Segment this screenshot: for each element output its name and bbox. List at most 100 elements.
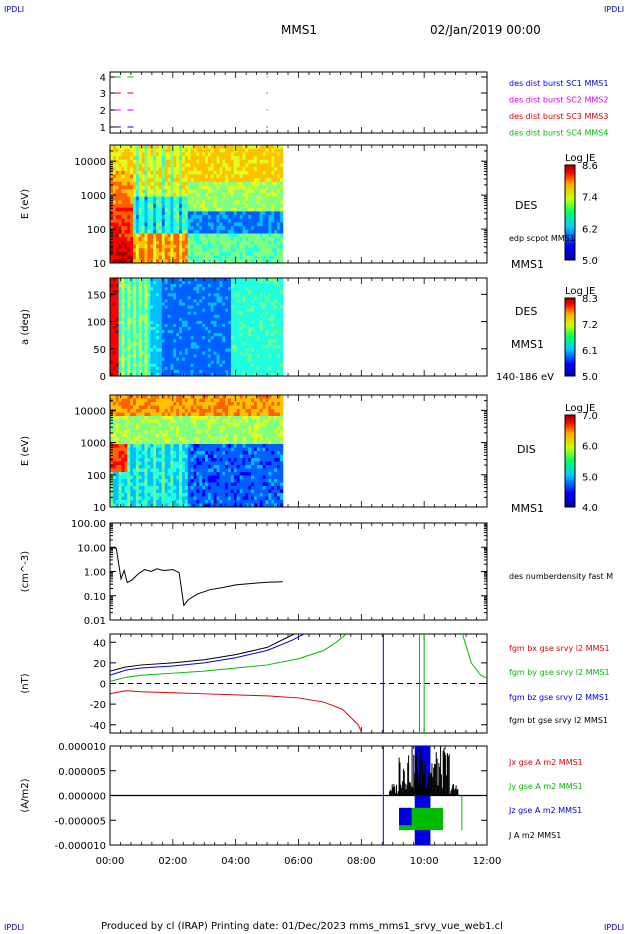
dis-energy-panel-pixel xyxy=(161,447,166,452)
des-energy-panel-pixel xyxy=(216,207,220,212)
des-energy-panel-pixel xyxy=(133,215,137,220)
dis-energy-panel-pixel xyxy=(179,500,183,504)
des-pitch-panel-pixel xyxy=(253,333,258,337)
des-energy-panel-pixel xyxy=(265,156,269,161)
des-pitch-panel-pixel xyxy=(115,302,120,307)
des-pitch-panel-pixel xyxy=(228,339,232,343)
des-pitch-panel-pixel xyxy=(187,330,192,334)
dis-energy-panel-pixel xyxy=(150,433,154,438)
dis-energy-panel-pixel xyxy=(156,454,160,459)
dis-energy-panel-pixel xyxy=(141,405,146,410)
des-pitch-panel-pixel xyxy=(193,293,197,297)
des-energy-panel-pixel xyxy=(161,189,166,194)
des-energy-panel-pixel xyxy=(279,178,284,183)
dis-energy-panel-pixel xyxy=(176,465,180,469)
des-energy-panel-pixel xyxy=(196,178,200,183)
des-energy-panel-pixel xyxy=(190,255,195,260)
des-energy-panel-pixel xyxy=(130,211,134,216)
des-pitch-panel-pixel xyxy=(228,281,232,285)
des-energy-panel-pixel xyxy=(190,170,195,175)
des-pitch-panel-pixel xyxy=(248,305,252,310)
des-energy-panel-pixel xyxy=(147,152,151,157)
des-energy-panel-pixel xyxy=(156,240,160,246)
des-energy-panel-pixel xyxy=(259,192,264,198)
dis-energy-panel-pixel xyxy=(161,444,166,448)
dis-energy-panel-pixel xyxy=(112,423,117,427)
des-pitch-panel-pixel xyxy=(277,339,281,343)
dis-energy-panel-pixel xyxy=(112,486,117,490)
des-energy-panel-pixel xyxy=(253,163,258,168)
des-energy-panel-pixel xyxy=(242,196,246,201)
des-pitch-panel-pixel xyxy=(274,348,278,352)
des-pitch-panel-pixel xyxy=(190,284,195,288)
des-pitch-panel-pixel xyxy=(135,302,140,307)
des-energy-panel-pixel xyxy=(170,163,174,168)
des-pitch-panel-pixel xyxy=(210,366,215,371)
des-energy-panel-pixel xyxy=(124,200,128,205)
des-pitch-panel-pixel xyxy=(164,327,169,331)
des-pitch-panel-pixel xyxy=(133,363,137,368)
des-energy-panel-pixel xyxy=(135,207,140,212)
des-pitch-panel-pixel xyxy=(219,336,223,340)
des-energy-panel-pixel xyxy=(199,189,203,194)
des-energy-panel-pixel xyxy=(202,240,206,246)
des-energy-panel-pixel xyxy=(253,145,258,150)
des-pitch-panel-pixel xyxy=(156,327,160,331)
des-energy-panel-pixel xyxy=(196,237,200,242)
des-pitch-panel-pixel xyxy=(268,351,272,356)
dis-energy-panel-pixel xyxy=(124,430,128,434)
des-pitch-panel-pixel xyxy=(121,330,125,334)
dis-energy-panel-pixel xyxy=(118,430,123,434)
des-energy-panel-pixel xyxy=(164,145,169,150)
dis-energy-panel-pixel xyxy=(115,468,120,473)
des-pitch-panel-pixel xyxy=(121,323,125,328)
dis-energy-panel-pixel xyxy=(158,465,163,469)
des-energy-panel-pixel xyxy=(187,244,192,249)
des-pitch-panel-pixel xyxy=(251,342,255,346)
dis-energy-panel-pixel xyxy=(176,451,180,455)
des-pitch-panel-pixel xyxy=(222,333,226,337)
des-pitch-panel-pixel xyxy=(210,339,215,343)
des-energy-panel-pixel xyxy=(256,200,261,205)
des-pitch-panel-pixel xyxy=(190,369,195,374)
des-energy-panel-pixel xyxy=(230,233,235,238)
des-energy-panel-pixel xyxy=(219,237,223,242)
des-energy-panel-pixel xyxy=(135,259,140,264)
des-pitch-panel-pixel xyxy=(274,360,278,365)
dis-energy-panel-pixel xyxy=(164,482,169,487)
des-pitch-panel-pixel xyxy=(196,345,200,349)
des-pitch-panel-colorbar-tick: 6.1 xyxy=(582,346,598,357)
des-energy-panel-pixel xyxy=(133,218,137,223)
des-pitch-panel-pixel xyxy=(190,366,195,371)
dis-energy-panel-pixel xyxy=(127,437,131,441)
des-energy-panel-pixel xyxy=(112,233,117,238)
des-energy-panel-pixel xyxy=(118,196,123,201)
des-pitch-panel-pixel xyxy=(115,308,120,313)
des-energy-panel-pixel xyxy=(256,196,261,201)
dis-energy-panel-pixel xyxy=(141,430,146,434)
des-pitch-panel-pixel xyxy=(205,372,209,377)
des-energy-panel-pixel xyxy=(205,237,209,242)
des-pitch-panel-pixel xyxy=(205,351,209,356)
des-pitch-panel-pixel xyxy=(236,308,241,313)
dis-energy-panel-pixel xyxy=(121,395,125,399)
des-energy-panel-pixel xyxy=(196,240,200,246)
des-pitch-panel-pixel xyxy=(161,345,166,349)
des-energy-panel-pixel xyxy=(184,196,189,201)
des-energy-panel-pixel xyxy=(141,163,146,168)
des-energy-panel-pixel xyxy=(138,248,143,253)
des-pitch-panel-pixel xyxy=(259,281,264,285)
des-energy-panel-pixel xyxy=(279,248,284,253)
des-energy-panel-pixel xyxy=(228,148,232,153)
des-energy-panel-pixel xyxy=(156,207,160,212)
des-pitch-panel-pixel xyxy=(262,293,267,297)
des-pitch-panel-pixel xyxy=(187,366,192,371)
dis-energy-panel-pixel xyxy=(179,465,183,469)
des-pitch-panel-pixel xyxy=(279,327,284,331)
des-pitch-panel-pixel xyxy=(133,317,137,322)
dis-energy-panel-pixel xyxy=(179,458,183,462)
des-pitch-panel-pixel xyxy=(133,369,137,374)
des-pitch-panel-pixel xyxy=(112,333,117,337)
des-energy-panel-pixel xyxy=(112,189,117,194)
des-energy-panel-pixel xyxy=(271,233,275,238)
